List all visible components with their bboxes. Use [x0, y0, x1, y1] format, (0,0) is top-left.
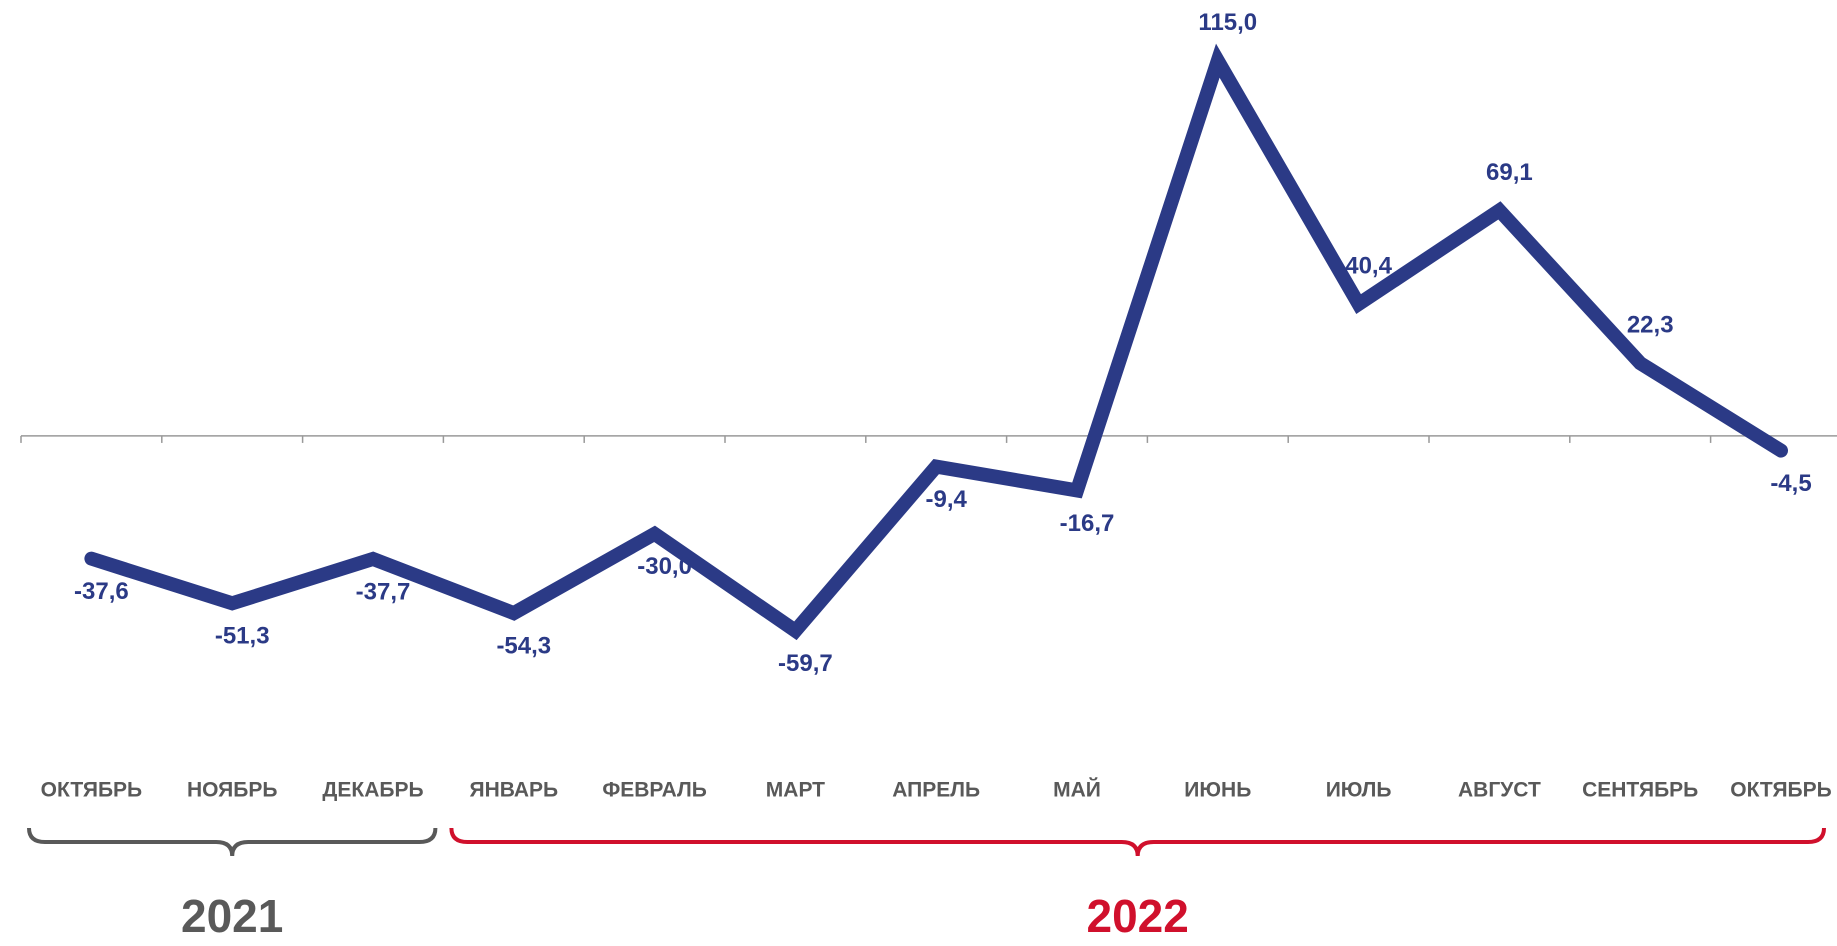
- line: [84, 43, 1788, 641]
- year-label: 2022: [1087, 890, 1189, 942]
- data-label: -4,5: [1770, 470, 1811, 497]
- x-tick-label: ИЮЛЬ: [1326, 779, 1392, 802]
- x-tick-label: СЕНТЯБРЬ: [1582, 779, 1698, 802]
- data-label: -16,7: [1060, 510, 1115, 537]
- data-label: 69,1: [1486, 159, 1533, 186]
- x-tick-label: ОКТЯБРЬ: [1730, 779, 1832, 802]
- year-brace: [27, 827, 438, 857]
- x-tick-label: МАЙ: [1053, 778, 1101, 802]
- data-label: -30,0: [637, 553, 692, 580]
- data-label: -37,7: [356, 578, 411, 605]
- x-tick-label: ЯНВАРЬ: [469, 779, 558, 802]
- year-label: 2021: [181, 890, 283, 942]
- data-label: 115,0: [1198, 9, 1257, 36]
- data-label: -59,7: [778, 650, 833, 677]
- data-label: 40,4: [1345, 252, 1392, 279]
- x-tick-label: ИЮНЬ: [1184, 779, 1251, 802]
- x-tick-label: ДЕКАБРЬ: [322, 779, 423, 802]
- data-label: -51,3: [215, 623, 270, 650]
- x-tick-label: НОЯБРЬ: [187, 779, 278, 802]
- data-label: -54,3: [496, 632, 551, 659]
- data-label: -9,4: [926, 486, 968, 513]
- x-tick-label: ФЕВРАЛЬ: [602, 779, 707, 802]
- x-tick-label: АВГУСТ: [1458, 779, 1541, 802]
- x-tick-label: МАРТ: [766, 779, 825, 802]
- data-label: -37,6: [74, 578, 129, 605]
- data-label: 22,3: [1627, 311, 1674, 338]
- x-tick-label: АПРЕЛЬ: [892, 779, 980, 802]
- x-tick-label: ОКТЯБРЬ: [41, 779, 143, 802]
- year-brace: [449, 827, 1826, 857]
